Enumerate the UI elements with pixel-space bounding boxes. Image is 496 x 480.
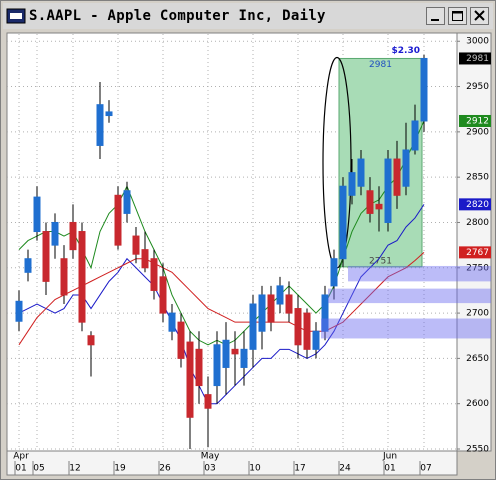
candle-body — [294, 308, 302, 346]
candle-body — [276, 285, 284, 305]
candle-body — [213, 344, 221, 387]
range-high-label: 2981 — [369, 60, 392, 70]
candle-body — [78, 231, 86, 323]
range-label: $2.30 — [392, 46, 420, 56]
x-tick-label: 24 — [339, 464, 351, 474]
y-tick-label: 2600 — [466, 399, 489, 409]
candle-body — [168, 312, 176, 332]
x-tick-label: 03 — [204, 464, 215, 474]
candle-body — [384, 158, 392, 223]
y-tick-label: 2750 — [466, 263, 489, 273]
x-tick-label: 12 — [69, 464, 80, 474]
candle-body — [240, 348, 248, 368]
candle-body — [303, 312, 311, 350]
candle-body — [159, 276, 167, 314]
candle-body — [24, 258, 32, 273]
candle-body — [123, 190, 131, 214]
candle-body — [177, 321, 185, 359]
candle-body — [195, 348, 203, 387]
y-tick-label: 2850 — [466, 173, 489, 183]
candle-body — [96, 104, 104, 146]
candle-body — [402, 149, 410, 187]
maximize-button[interactable] — [448, 7, 467, 25]
candle-body — [15, 300, 23, 322]
minimize-button[interactable] — [426, 7, 445, 25]
title-bar: S.AAPL - Apple Computer Inc, Daily — [3, 3, 493, 29]
x-tick-label: 01 — [15, 464, 26, 474]
month-label: Jun — [382, 452, 397, 462]
candle-body — [366, 190, 374, 214]
month-label: Apr — [13, 452, 29, 462]
x-tick-label: 05 — [33, 464, 44, 474]
price-zone — [321, 318, 491, 339]
x-tick-label: 26 — [159, 464, 171, 474]
candle-body — [222, 339, 230, 368]
y-tick-label: 2550 — [466, 445, 489, 455]
candle-body — [321, 294, 329, 332]
last-value-tag — [459, 52, 491, 65]
close-button[interactable] — [470, 7, 489, 25]
y-tick-label: 2900 — [466, 127, 489, 137]
candle-body — [312, 330, 320, 350]
y-tick-label: 2700 — [466, 309, 489, 319]
candle-body — [51, 221, 59, 246]
moving-average-line — [18, 120, 425, 346]
app-icon — [6, 8, 26, 24]
candle-body — [357, 158, 365, 187]
candle-body — [33, 196, 41, 233]
time-axis — [6, 450, 458, 476]
last-value-label: 2820 — [466, 200, 489, 210]
candle-body — [132, 235, 140, 255]
candle-body — [330, 258, 338, 287]
x-tick-label: 17 — [294, 464, 305, 474]
last-value-tag — [459, 198, 491, 211]
candle-body — [267, 294, 275, 323]
candle-body — [150, 258, 158, 291]
month-label: May — [201, 452, 220, 462]
moving-average-line — [18, 204, 425, 405]
x-tick-label: 10 — [249, 464, 261, 474]
x-tick-label: 01 — [384, 464, 395, 474]
range-low-label: 2751 — [369, 256, 392, 266]
candle-body — [204, 394, 212, 409]
candle-body — [420, 57, 428, 122]
last-value-label: 2912 — [466, 116, 489, 126]
x-tick-label: 19 — [114, 464, 126, 474]
candle-body — [231, 348, 239, 355]
price-zone — [348, 265, 491, 282]
candle-body — [393, 158, 401, 196]
candle-body — [105, 111, 113, 117]
y-tick-label: 2800 — [466, 218, 489, 228]
y-tick-label: 2950 — [466, 82, 489, 92]
moving-average-line — [18, 252, 425, 346]
candle-body — [114, 194, 122, 246]
last-value-label: 2767 — [466, 248, 489, 258]
candle-body — [249, 303, 257, 350]
last-value-tag — [459, 114, 491, 127]
candle-body — [141, 249, 149, 269]
candle-body — [69, 221, 77, 251]
candle-body — [87, 335, 95, 346]
chart: 3000 2950 2900 2850 2800 2750 2700 2650 2600 2550… — [6, 32, 492, 476]
y-tick-label: 2650 — [466, 354, 489, 364]
price-zone — [328, 288, 491, 304]
price-axis — [456, 32, 492, 452]
candle-body — [60, 258, 68, 296]
candle-body — [285, 294, 293, 314]
last-value-label: 2981 — [466, 54, 489, 64]
candle-body — [42, 231, 50, 282]
window-title: S.AAPL - Apple Computer Inc, Daily — [29, 8, 326, 24]
candle-body — [348, 172, 356, 196]
candle-body — [186, 341, 194, 418]
candle-body — [375, 203, 383, 210]
last-value-tag — [459, 246, 491, 259]
candle-body — [258, 294, 266, 332]
x-tick-label: 07 — [420, 464, 431, 474]
candle-body — [411, 120, 419, 151]
candle-body — [339, 185, 347, 260]
y-tick-label: 3000 — [466, 37, 489, 47]
